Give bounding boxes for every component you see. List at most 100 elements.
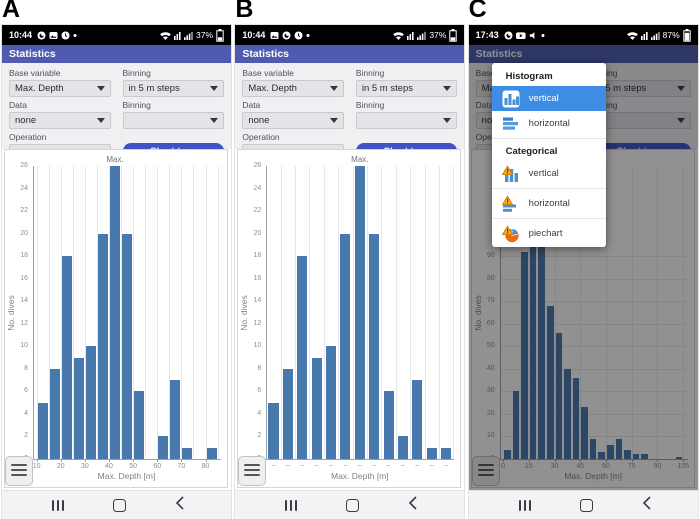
dropdown-value: in 5 m steps (128, 83, 180, 94)
data-binning-dropdown[interactable] (589, 112, 691, 129)
data-dropdown[interactable]: none (9, 112, 111, 129)
x-tick-label: 20 (56, 463, 65, 470)
gridline-y (500, 278, 687, 280)
back-button[interactable] (642, 495, 651, 515)
binning-dropdown[interactable]: in 5 m steps (122, 80, 224, 97)
recents-button[interactable] (285, 499, 298, 511)
y-tick-label: 6 (257, 387, 262, 395)
histogram-bar (397, 436, 408, 459)
menu-item-categorical-horizontal[interactable]: horizontal (492, 191, 606, 216)
dropdown-caret-icon (329, 118, 338, 123)
histogram-horizontal-icon (502, 115, 520, 133)
status-bar: 10:44 37% (2, 25, 231, 45)
dropdown-caret-icon (210, 118, 218, 123)
gridline-x (217, 166, 219, 459)
menu-item-categorical-piechart[interactable]: piechart (492, 221, 606, 246)
wifi-icon (626, 31, 638, 40)
histogram-bar (340, 233, 351, 459)
histogram-bar (538, 177, 545, 459)
histogram-bar (182, 447, 193, 459)
page-title: Statistics (9, 48, 56, 60)
gridline-x (72, 166, 74, 459)
speaker-icon (529, 31, 538, 40)
hamburger-menu-button[interactable] (5, 456, 33, 486)
data-binning-dropdown[interactable] (355, 112, 458, 129)
gridline-x (438, 166, 440, 459)
gallery-icon (270, 31, 279, 40)
binning-dropdown[interactable]: in 5 m steps (589, 80, 691, 97)
histogram-bar (61, 256, 72, 459)
menu-item-categorical-vertical[interactable]: vertical (492, 161, 606, 186)
histogram-bar (412, 380, 423, 459)
gridline-y (500, 346, 687, 348)
menu-item-histogram-horizontal[interactable]: horizontal (492, 111, 606, 136)
y-tick-label: 18 (20, 252, 28, 260)
histogram-bar (297, 256, 308, 459)
x-tick-label: 40 (105, 463, 113, 470)
binning-dropdown[interactable]: in 5 m steps (355, 80, 458, 97)
histogram-bar (546, 305, 554, 459)
app-header: Statistics (468, 45, 698, 63)
data-binning-dropdown[interactable] (122, 112, 224, 129)
home-button[interactable] (346, 498, 360, 512)
menu-item-histogram-vertical[interactable]: vertical (491, 86, 606, 111)
gridline-x (145, 166, 147, 459)
field-label: Data (475, 100, 494, 110)
field-label: Binning (355, 100, 385, 110)
y-tick-label: 40 (486, 364, 495, 372)
dropdown-caret-icon (329, 86, 338, 91)
gridline-x (205, 166, 207, 459)
field-label: Base variable (9, 68, 61, 78)
histogram-bar (615, 438, 623, 459)
gridline-y (500, 256, 687, 258)
base-variable-dropdown[interactable]: Max. Depth (9, 80, 111, 97)
statistics-form: Base variable Max. Depth Binning in 5 m … (235, 63, 465, 161)
android-nav-bar (2, 490, 231, 519)
x-tick-label: – (357, 462, 362, 469)
x-tick-mark (157, 459, 159, 462)
field-label: Base variable (242, 68, 294, 78)
back-button[interactable] (175, 495, 184, 515)
histogram-bar (49, 368, 60, 459)
notification-dot-icon (541, 31, 545, 40)
gridline-y (500, 391, 687, 393)
x-tick-mark (205, 459, 207, 462)
histogram-bar (97, 233, 108, 459)
status-right-icons (393, 31, 427, 40)
gridline-x (528, 166, 530, 459)
histogram-bar (521, 251, 528, 459)
x-tick-label: – (300, 462, 305, 469)
y-tick-label: 4 (257, 409, 262, 417)
x-tick-label: – (429, 462, 434, 469)
home-button[interactable] (579, 498, 593, 512)
dropdown-value: in 5 m steps (595, 83, 647, 94)
y-tick-label: 24 (253, 184, 262, 192)
wifi-icon (160, 31, 171, 40)
recents-button[interactable] (52, 499, 64, 511)
data-dropdown[interactable]: none (242, 112, 344, 129)
field-label: Operation (242, 132, 280, 142)
histogram-bar (326, 346, 337, 459)
recents-button[interactable] (518, 499, 531, 511)
hamburger-menu-button[interactable] (471, 456, 500, 486)
x-tick-label: 45 (576, 463, 585, 470)
battery-icon (449, 28, 458, 42)
status-time: 10:44 (242, 30, 266, 40)
figure-panel: C 17:43 87% Statistics Base variable Max… (467, 0, 700, 519)
volte-icon (640, 31, 648, 40)
gridline-x (60, 166, 62, 459)
histogram-bar (529, 177, 537, 459)
x-tick-mark (683, 459, 685, 462)
categorical-piechart-icon (501, 224, 520, 243)
base-variable-dropdown[interactable]: Max. Depth (242, 80, 344, 97)
menu-item-label: horizontal (528, 198, 570, 209)
histogram-bar (122, 233, 133, 459)
field-label: Binning (122, 68, 151, 78)
back-button[interactable] (408, 495, 417, 515)
home-button[interactable] (113, 498, 126, 512)
y-tick-label: 10 (486, 432, 495, 440)
x-tick-label: – (401, 462, 405, 469)
dropdown-value: none (248, 115, 270, 126)
hamburger-menu-button[interactable] (238, 456, 267, 486)
